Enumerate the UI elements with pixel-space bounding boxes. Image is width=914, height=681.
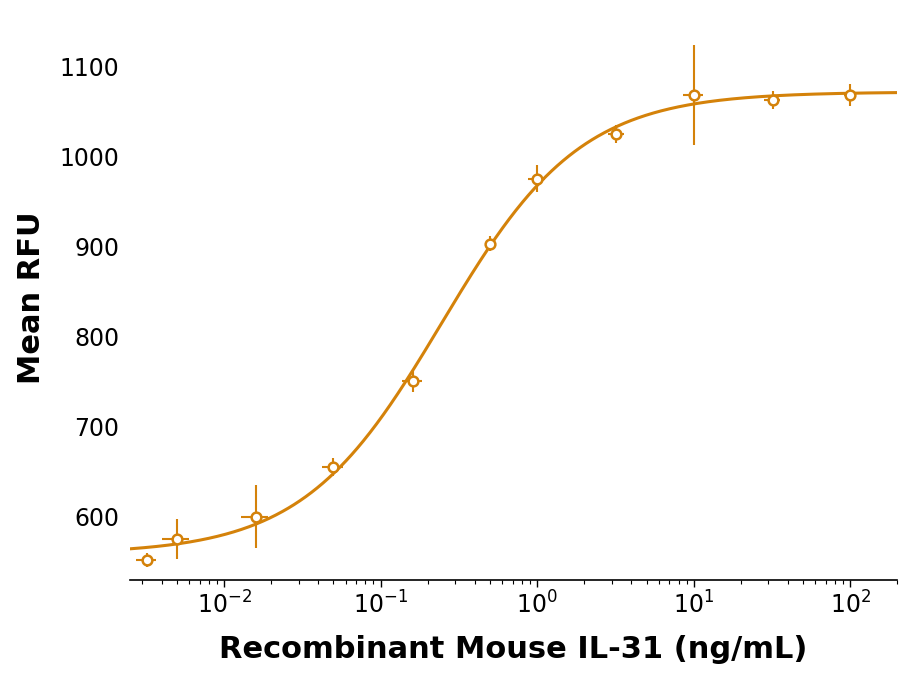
X-axis label: Recombinant Mouse IL-31 (ng/mL): Recombinant Mouse IL-31 (ng/mL) — [219, 635, 808, 665]
Y-axis label: Mean RFU: Mean RFU — [16, 212, 46, 385]
